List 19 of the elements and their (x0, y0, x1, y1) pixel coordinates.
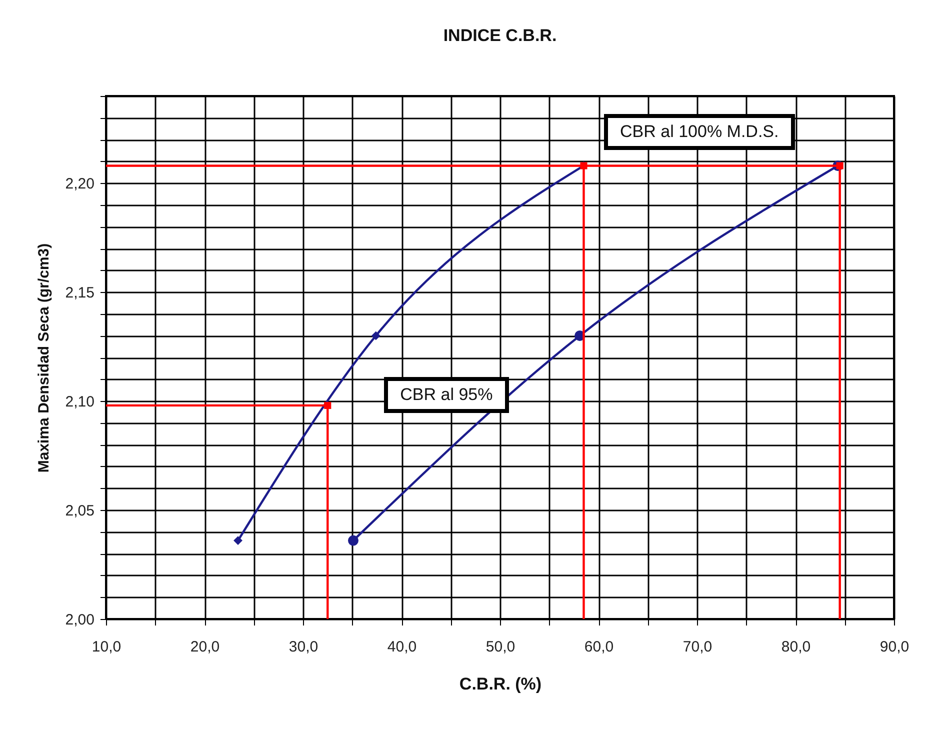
y-tick-label: 2,15 (65, 284, 94, 302)
x-axis-title: C.B.R. (%) (459, 674, 542, 694)
chart-title: INDICE C.B.R. (443, 26, 557, 45)
y-tick-label: 2,00 (65, 612, 94, 628)
y-tick-label: 2,05 (65, 502, 94, 520)
x-tick-label: 90,0 (880, 638, 910, 656)
y-tick-label: 2,10 (65, 394, 94, 411)
x-tick-label: 20,0 (190, 638, 220, 656)
annotation: CBR al 95% (384, 376, 509, 413)
x-tick-label: 40,0 (387, 638, 417, 656)
y-axis-title: Maxima Densidad Seca (gr/cm3) (35, 243, 52, 473)
x-tick-label: 60,0 (584, 638, 614, 656)
x-tick-label: 10,0 (92, 638, 122, 656)
x-tick-label: 70,0 (682, 638, 712, 656)
annotation: CBR al 100% M.D.S. (604, 114, 795, 150)
x-tick-label: 30,0 (288, 638, 318, 656)
y-tick-label: 2,20 (65, 176, 94, 193)
x-tick-label: 80,0 (781, 638, 811, 656)
x-tick-label: 50,0 (486, 638, 516, 656)
